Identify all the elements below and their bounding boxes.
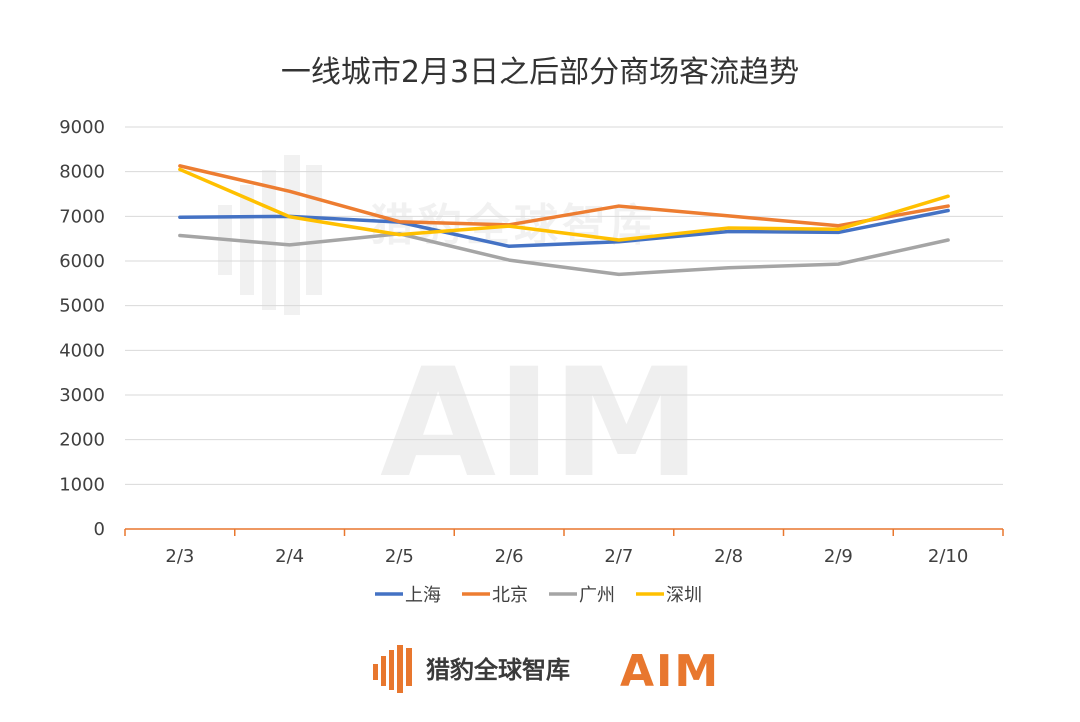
legend-label: 广州 — [579, 585, 615, 606]
x-tick-label: 2/9 — [824, 546, 853, 567]
legend-label: 上海 — [405, 585, 441, 606]
series-line-北京 — [178, 164, 950, 228]
aim-logo: AIM — [620, 646, 720, 697]
legend: 上海 北京 广州 深圳 — [375, 585, 702, 606]
series-lines — [178, 164, 950, 277]
series-line-深圳 — [178, 167, 950, 242]
legend-label: 北京 — [492, 585, 528, 606]
y-tick-label: 6000 — [59, 251, 105, 272]
x-tick-label: 2/5 — [385, 546, 414, 567]
y-axis-tick-labels: 0 1000 2000 3000 4000 5000 6000 7000 8000 9000 — [59, 117, 105, 540]
y-tick-label: 1000 — [59, 474, 105, 495]
y-tick-label: 4000 — [59, 340, 105, 361]
x-tick-label: 2/4 — [275, 546, 304, 567]
y-tick-label: 0 — [94, 519, 105, 540]
brand-name: 猎豹全球智库 — [426, 656, 570, 684]
x-tick-label: 2/7 — [604, 546, 633, 567]
x-tick-label: 2/6 — [495, 546, 524, 567]
y-tick-label: 2000 — [59, 430, 105, 451]
y-tick-label: 7000 — [59, 206, 105, 227]
watermark-logo-bars — [218, 155, 322, 315]
x-tick-label: 2/10 — [928, 546, 968, 567]
brand-logo-icon — [373, 645, 412, 693]
series-line-广州 — [178, 232, 950, 277]
chart-title: 一线城市2月3日之后部分商场客流趋势 — [281, 55, 799, 90]
x-tick-label: 2/8 — [714, 546, 743, 567]
y-tick-label: 5000 — [59, 296, 105, 317]
footer-branding: 猎豹全球智库 AIM — [373, 645, 720, 697]
series-line-上海 — [178, 208, 950, 249]
y-tick-label: 8000 — [59, 162, 105, 183]
watermark-aim-text: AIM — [380, 337, 701, 511]
y-tick-label: 9000 — [59, 117, 105, 138]
x-tick-label: 2/3 — [165, 546, 194, 567]
legend-label: 深圳 — [666, 585, 702, 606]
x-axis: 2/3 2/4 2/5 2/6 2/7 2/8 2/9 2/10 — [124, 528, 1004, 567]
y-tick-label: 3000 — [59, 385, 105, 406]
